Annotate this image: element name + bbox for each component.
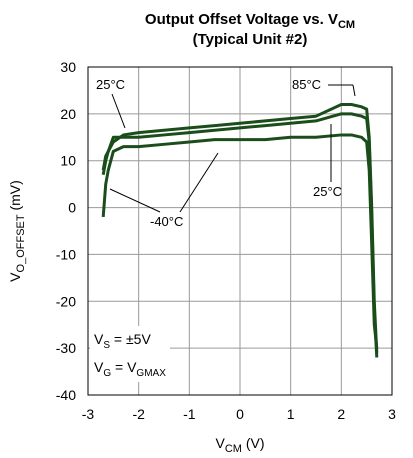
y-tick-label: 10 [60,153,76,169]
y-tick-label: -40 [56,387,76,403]
arrow [179,152,219,213]
condition: VG = VGMAX [94,359,166,379]
annotation: -40°C [150,214,183,229]
conditions-box [90,326,170,382]
annotations: 25°C 85°C 25°C -40°C VS = ±5V VG = VGMAX [90,77,356,382]
y-label-sub: O_OFFSET [15,214,27,272]
y-label-main: V [7,272,23,282]
title-sub: CM [338,19,355,31]
series-line [101,133,379,349]
x-tick-label: 0 [236,406,244,422]
y-tick-label: 30 [60,59,76,75]
annotation: 25°C [313,184,342,199]
x-tick-label: -2 [132,406,145,422]
annotation: 25°C [96,77,125,92]
y-tick-label: 0 [68,200,76,216]
y-tick-label: -30 [56,340,76,356]
y-tick-label: 20 [60,106,76,122]
x-label-main: V [215,435,225,451]
cond-sub: G [103,368,111,379]
y-axis-label: VO_OFFSET (mV) [7,180,27,282]
cond-sub: S [103,340,110,351]
x-tick-label: 3 [388,406,396,422]
cond-sub: GMAX [136,368,166,379]
cond-text: V [94,331,104,347]
x-tick-label: -3 [82,406,95,422]
x-tick-label: -1 [183,406,196,422]
arrow [109,188,161,213]
x-axis-label: VCM (V) [215,435,264,455]
y-label-unit: (mV) [7,180,23,214]
arrow [111,93,126,129]
chart-title: Output Offset Voltage vs. VCM [145,11,355,31]
x-tick-label: 1 [287,406,295,422]
condition: VS = ±5V [94,331,151,351]
x-label-unit: (V) [242,435,265,451]
y-tick-label: -20 [56,293,76,309]
arrow [352,84,356,97]
series-line [101,112,379,358]
x-tick-label: 2 [337,406,345,422]
title-main: Output Offset Voltage vs. V [145,11,338,28]
cond-text: = V [111,359,137,375]
cond-text: = ±5V [110,331,151,347]
y-tick-label: -10 [56,246,76,262]
x-label-sub: CM [225,443,242,455]
cond-text: V [94,359,104,375]
plot-border [87,66,393,396]
chart-subtitle: (Typical Unit #2) [193,31,308,48]
annotation: 85°C [292,77,321,92]
